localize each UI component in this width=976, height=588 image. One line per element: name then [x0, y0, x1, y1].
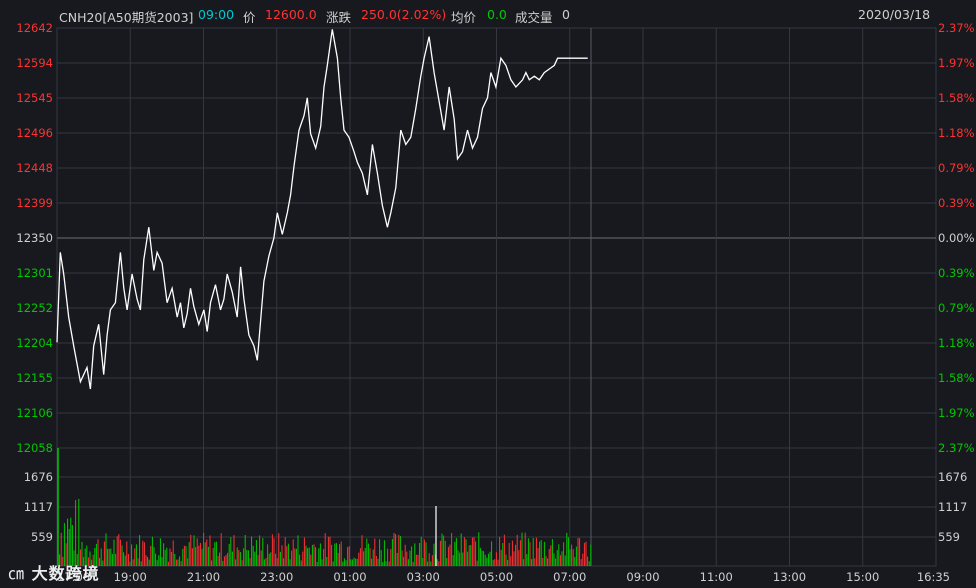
pct-tick-label: 1.58% [938, 371, 975, 385]
time-tick-label: 01:00 [333, 570, 366, 584]
time-tick-label: 23:00 [260, 570, 293, 584]
watermark-text: 大数跨境 [31, 564, 100, 583]
pct-tick-label: 0.79% [938, 161, 975, 175]
time-tick-label: 15:00 [846, 570, 879, 584]
price-tick-label: 12204 [16, 336, 53, 350]
time-tick-label: 09:00 [626, 570, 659, 584]
time-tick-label: 07:00 [553, 570, 586, 584]
time-tick-label: 19:00 [114, 570, 147, 584]
pct-tick-label: 1.18% [938, 126, 975, 140]
volume-tick-label-right: 1117 [938, 500, 967, 514]
price-tick-label: 12058 [16, 441, 53, 455]
time-tick-label: 11:00 [700, 570, 733, 584]
time-tick-label: 17:00 [57, 570, 90, 584]
price-value: 12600.0 [265, 7, 317, 22]
pct-tick-label: 0.39% [938, 196, 975, 210]
avg-label: 均价 [451, 10, 477, 25]
pct-tick-label: 1.58% [938, 91, 975, 105]
change-label: 涨跌 [326, 10, 352, 25]
date-label: 2020/03/18 [858, 7, 931, 22]
volume-tick-label-right: 1676 [938, 470, 967, 484]
price-tick-label: 12594 [16, 56, 53, 70]
price-tick-label: 12545 [16, 91, 53, 105]
time-tick-label: 05:00 [480, 570, 513, 584]
volume-tick-label: 559 [31, 530, 53, 544]
price-line [56, 29, 588, 390]
pct-tick-label: 1.97% [938, 56, 975, 70]
watermark-icon: ㎝ [8, 564, 26, 583]
volume-label: 成交量 [515, 10, 553, 25]
pct-tick-label: 0.39% [938, 266, 975, 280]
pct-tick-label: 1.97% [938, 406, 975, 420]
time-tick-label: 03:00 [407, 570, 440, 584]
volume-value: 0 [562, 7, 570, 22]
price-tick-label: 12448 [16, 161, 53, 175]
symbol-label[interactable]: CNH20[A50期货2003] [59, 10, 194, 25]
price-tick-label: 12155 [16, 371, 53, 385]
pct-tick-label: 0.00% [938, 231, 975, 245]
price-label: 价 [243, 10, 256, 25]
price-tick-label: 12496 [16, 126, 53, 140]
price-tick-label: 12106 [16, 406, 53, 420]
price-tick-label: 12252 [16, 301, 53, 315]
volume-tick-label: 1117 [24, 500, 53, 514]
price-tick-label: 12350 [16, 231, 53, 245]
time-value: 09:00 [198, 7, 235, 22]
change-value: 250.0(2.02%) [361, 7, 447, 22]
volume-tick-label: 1676 [24, 470, 53, 484]
price-tick-label: 12301 [16, 266, 53, 280]
pct-tick-label: 2.37% [938, 441, 975, 455]
volume-tick-label-right: 559 [938, 530, 960, 544]
avg-value: 0.0 [487, 7, 507, 22]
pct-tick-label: 2.37% [938, 21, 975, 35]
time-tick-label: 16:35 [917, 570, 950, 584]
pct-tick-label: 0.79% [938, 301, 975, 315]
pct-tick-label: 1.18% [938, 336, 975, 350]
price-tick-label: 12399 [16, 196, 53, 210]
quote-header: CNH20[A50期货2003] 09:00 价 12600.0 涨跌 250.… [0, 0, 976, 28]
watermark-logo: ㎝ 大数跨境 [8, 560, 100, 584]
price-tick-label: 12642 [16, 21, 53, 35]
time-tick-label: 13:00 [773, 570, 806, 584]
time-tick-label: 21:00 [187, 570, 220, 584]
